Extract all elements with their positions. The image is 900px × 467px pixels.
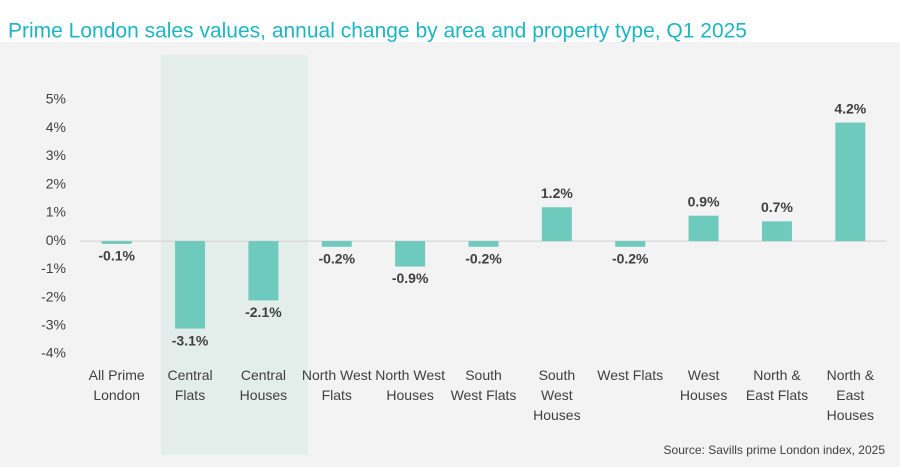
source-note: Source: Savills prime London index, 2025 [664, 443, 886, 457]
y-tick-label: 0% [46, 232, 66, 248]
chart-title: Prime London sales values, annual change… [8, 20, 747, 43]
value-label: -0.2% [612, 250, 649, 266]
y-tick-label: 4% [46, 119, 66, 135]
bar [248, 241, 279, 301]
value-label: -0.2% [465, 250, 502, 266]
bar [615, 241, 646, 247]
x-tick-label: South West Houses [533, 367, 581, 423]
bar [468, 241, 499, 247]
x-tick-label: West Houses [679, 367, 728, 403]
bar [321, 241, 352, 247]
value-label: -2.1% [245, 304, 282, 320]
bar [761, 221, 792, 242]
x-tick-label: Central Flats [167, 367, 213, 403]
x-tick-label: Central Houses [239, 367, 288, 403]
y-tick-label: 2% [46, 175, 66, 191]
value-label: 0.7% [761, 199, 793, 215]
x-tick-label: North & East Flats [745, 367, 809, 403]
value-label: 0.9% [688, 193, 720, 209]
bar [175, 241, 206, 329]
bar [395, 241, 426, 267]
bar [688, 215, 719, 242]
x-tick-label: South West Flats [450, 367, 517, 403]
y-tick-label: 1% [46, 204, 66, 220]
y-tick-label: -2% [41, 288, 66, 304]
x-tick-label: North West Houses [375, 367, 445, 403]
value-label: -3.1% [172, 332, 209, 348]
plot-background [0, 42, 900, 467]
y-tick-label: -1% [41, 260, 66, 276]
value-label: 4.2% [834, 100, 866, 116]
bar [541, 207, 572, 242]
bar [835, 122, 866, 242]
y-tick-label: -4% [41, 345, 66, 361]
value-label: -0.1% [98, 248, 135, 264]
y-tick-label: -3% [41, 316, 66, 332]
x-tick-label: All Prime London [88, 367, 145, 403]
x-tick-label: North West Flats [301, 367, 372, 403]
value-label: -0.9% [392, 270, 429, 286]
y-tick-label: 5% [46, 91, 66, 107]
x-tick-label: West Flats [597, 367, 664, 383]
y-tick-label: 3% [46, 147, 66, 163]
bar [101, 241, 132, 244]
value-label: 1.2% [541, 185, 573, 201]
value-label: -0.2% [318, 250, 355, 266]
x-tick-label: North & East Houses [826, 367, 875, 423]
